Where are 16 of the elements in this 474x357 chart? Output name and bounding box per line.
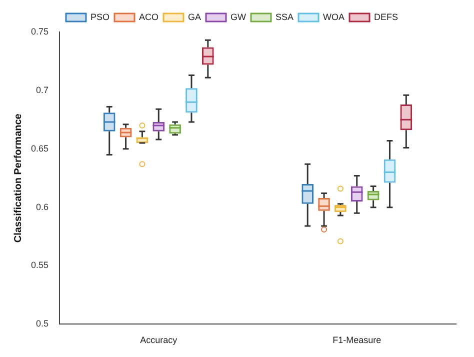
y-tick-label: 0.55: [30, 260, 49, 270]
legend-label: WOA: [323, 12, 345, 22]
x-tick-label: F1-Measure: [332, 335, 382, 346]
y-tick-label: 0.65: [30, 143, 49, 154]
x-tick-label: Accuracy: [140, 335, 178, 346]
legend-label: SSA: [276, 12, 294, 22]
y-tick-label: 0.5: [36, 318, 49, 329]
legend-label: GW: [230, 12, 247, 22]
legend-label: PSO: [90, 12, 110, 22]
legend-label: ACO: [139, 12, 159, 22]
y-axis-title: Classification Performance: [12, 113, 24, 243]
y-tick-label: 0.75: [30, 26, 49, 36]
y-tick-label: 0.7: [36, 84, 49, 95]
legend-label: DEFS: [374, 12, 398, 22]
y-tick-label: 0.6: [36, 202, 49, 212]
legend-label: GA: [188, 12, 202, 22]
